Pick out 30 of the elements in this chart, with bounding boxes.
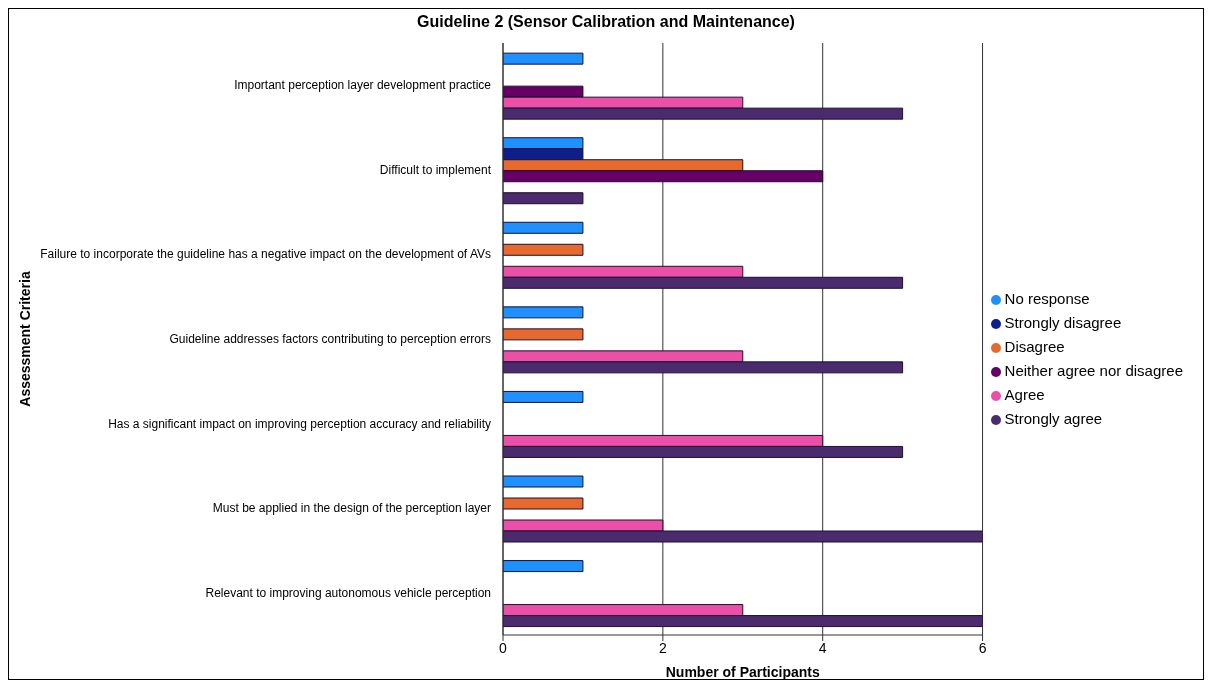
y-tick-label: Has a significant impact on improving perception accuracy and reliability [108, 416, 491, 431]
bar [503, 497, 584, 510]
x-tick-label: 2 [658, 639, 667, 656]
x-tick-label: 6 [978, 639, 987, 656]
bar [503, 192, 584, 205]
x-tick-label: 4 [818, 639, 827, 656]
chart-title: Guideline 2 (Sensor Calibration and Maintenance) [416, 12, 796, 32]
y-tick-label: Important perception layer development practice [234, 78, 492, 93]
bar [503, 221, 584, 234]
bar [503, 306, 584, 319]
bar [503, 475, 584, 488]
y-tick-label: Failure to incorporate the guideline has a negative impact on the development of AVs [40, 247, 491, 262]
x-axis-title: Number of Participants [665, 664, 820, 680]
bar [503, 243, 584, 256]
y-tick-label: Difficult to implement [379, 162, 492, 177]
x-tick-label: 0 [499, 639, 508, 656]
y-axis-title: Assessment Criteria [16, 271, 33, 407]
y-tick-label: Relevant to improving autonomous vehicle perception [205, 585, 491, 600]
bar [503, 390, 584, 403]
legend-label: Neither agree nor disagree [1004, 362, 1183, 379]
y-tick-label: Guideline addresses factors contributing to perception errors [169, 332, 491, 346]
bar [503, 560, 584, 573]
bar [503, 52, 584, 65]
legend-label: Strongly agree [1004, 410, 1103, 427]
legend-label: No response [1004, 290, 1090, 307]
legend-label: Strongly disagree [1004, 314, 1122, 331]
y-tick-label: Must be applied in the design of the perception layer [212, 501, 491, 516]
legend-label: Agree [1004, 386, 1045, 403]
bar [503, 328, 584, 341]
legend-label: Disagree [1004, 338, 1065, 355]
